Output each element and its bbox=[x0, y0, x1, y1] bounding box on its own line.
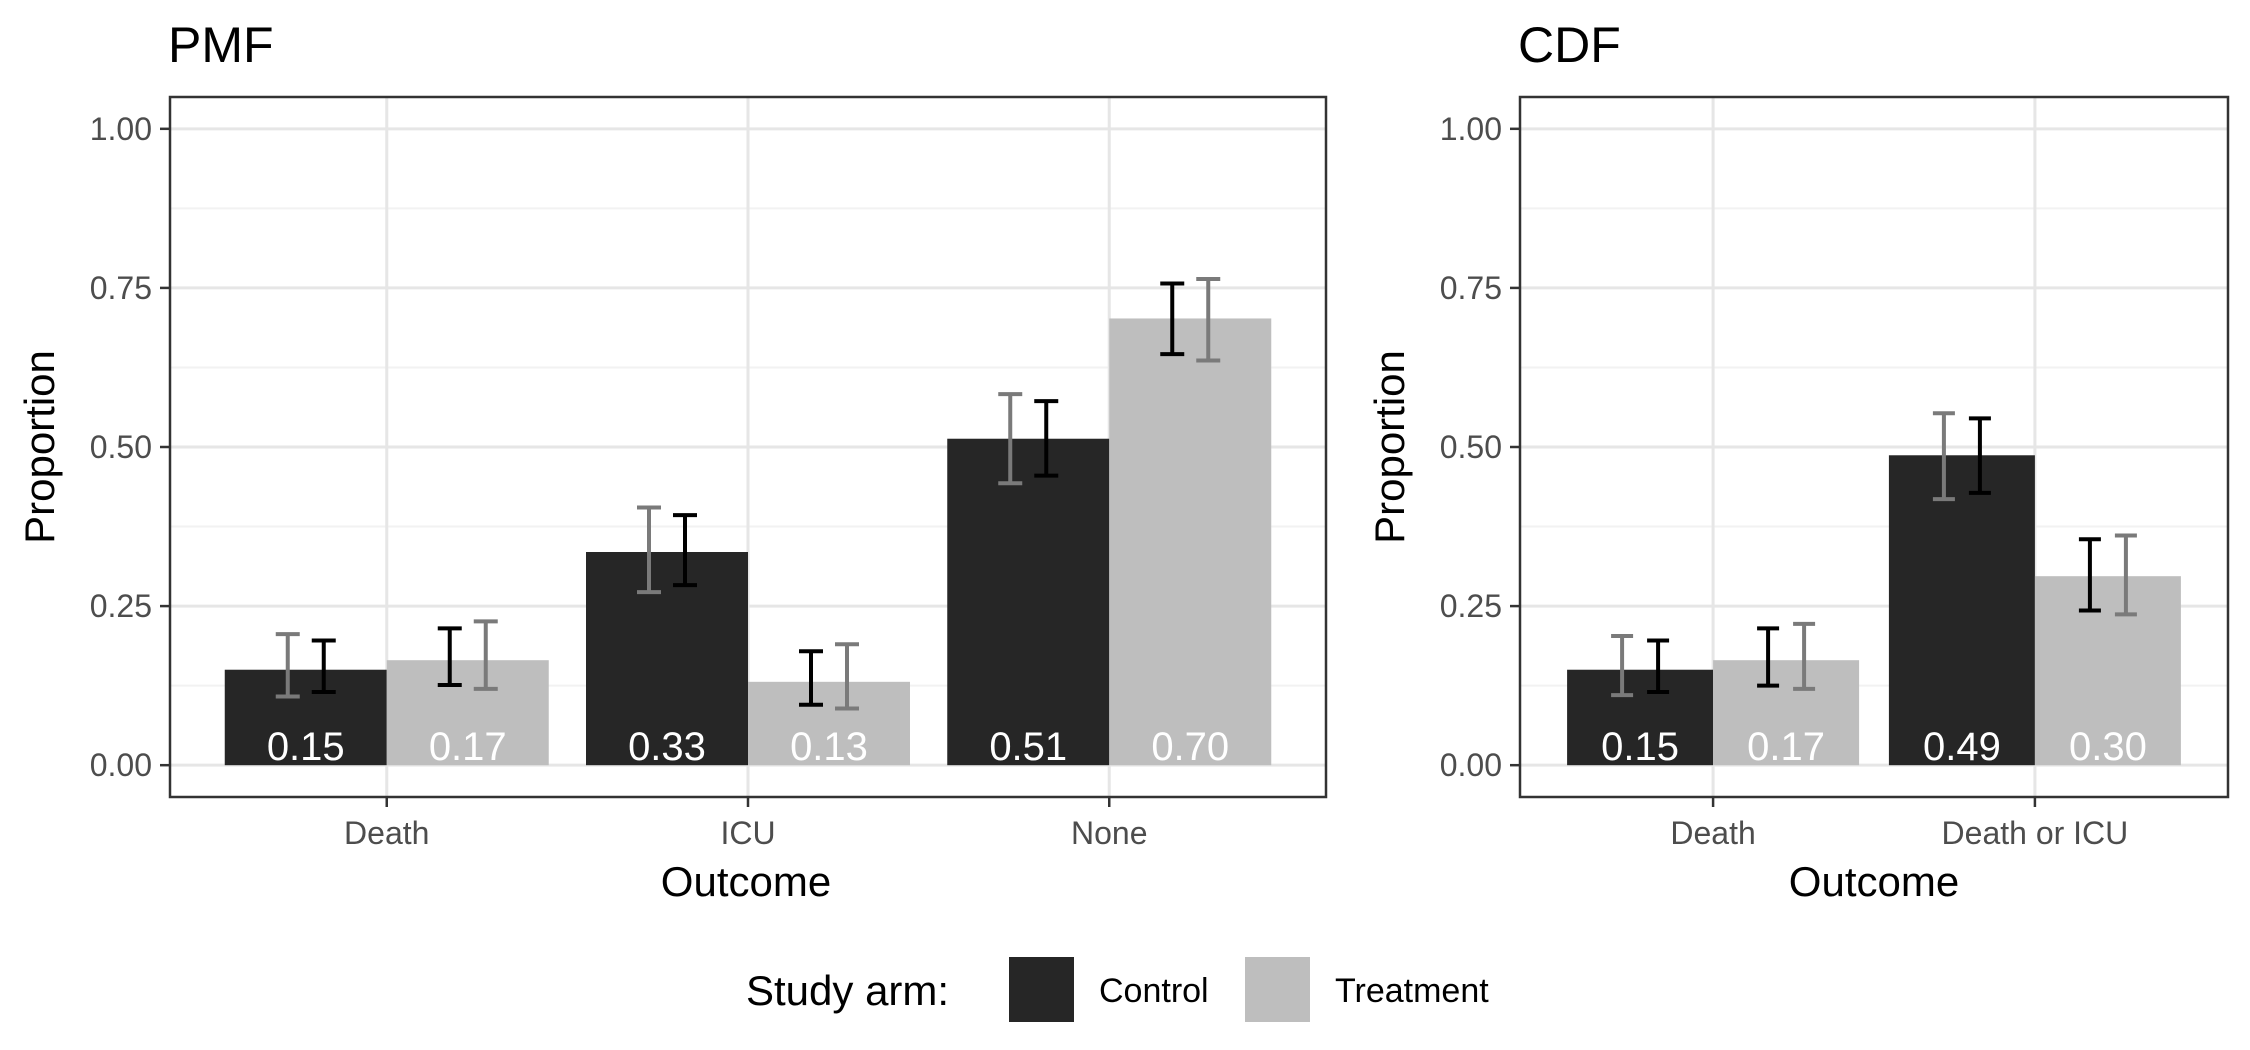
bar-control bbox=[947, 438, 1110, 766]
y-tick-label: 0.50 bbox=[1440, 429, 1502, 465]
bar-value-label: 0.15 bbox=[267, 725, 345, 769]
bar-treatment bbox=[2034, 576, 2181, 766]
x-tick-label: Death or ICU bbox=[1942, 815, 2129, 851]
bars-group bbox=[224, 318, 1272, 766]
panel-title: CDF bbox=[1518, 17, 1621, 73]
x-tick-label: Death bbox=[344, 815, 429, 851]
y-tick-label: 0.50 bbox=[90, 429, 152, 465]
bar-value-label: 0.13 bbox=[790, 725, 868, 769]
bar-control bbox=[586, 552, 748, 766]
legend-label-control: Control bbox=[1099, 972, 1209, 1010]
bar-treatment bbox=[1109, 318, 1272, 766]
bar-treatment bbox=[1713, 660, 1860, 766]
bar-labels-group: 0.15 0.49 0.17 0.30 bbox=[1601, 725, 2147, 769]
x-axis: Death ICU None bbox=[168, 95, 1328, 851]
y-tick-label: 0.75 bbox=[1440, 270, 1502, 306]
bar-value-label: 0.51 bbox=[989, 725, 1067, 769]
cdf-panel: CDF 0.15 0.49 0.17 0.30 0.00 0.25 0.50 0.75 1.0… bbox=[1366, 17, 2230, 905]
y-tick-label: 0.00 bbox=[1440, 747, 1502, 783]
y-tick-label: 0.00 bbox=[90, 747, 152, 783]
bar-value-label: 0.17 bbox=[429, 725, 507, 769]
y-tick-label: 0.25 bbox=[1440, 588, 1502, 624]
bar-value-label: 0.30 bbox=[2069, 725, 2147, 769]
bars-group bbox=[1567, 455, 2181, 766]
x-axis-title: Outcome bbox=[1789, 858, 1959, 905]
x-axis: Death Death or ICU bbox=[1518, 95, 2230, 851]
bar-value-label: 0.33 bbox=[628, 725, 706, 769]
y-tick-label: 0.25 bbox=[90, 588, 152, 624]
panel-border bbox=[1518, 95, 2230, 799]
y-tick-label: 1.00 bbox=[1440, 111, 1502, 147]
legend-title: Study arm: bbox=[746, 967, 949, 1014]
error-bars-group bbox=[275, 277, 1221, 711]
y-tick-label: 0.75 bbox=[90, 270, 152, 306]
bar-labels-group: 0.15 0.33 0.51 0.17 0.13 0.70 bbox=[267, 725, 1229, 769]
bar-value-label: 0.70 bbox=[1151, 725, 1229, 769]
x-tick-label: None bbox=[1071, 815, 1148, 851]
legend-swatch-treatment bbox=[1245, 957, 1310, 1022]
bar-treatment bbox=[386, 660, 549, 766]
error-bars-group bbox=[1611, 411, 2137, 698]
y-tick-label: 1.00 bbox=[90, 111, 152, 147]
pmf-panel: PMF 0.15 0.33 0.51 0.17 0.13 0.70 0.00 0.25 0.5… bbox=[16, 17, 1328, 905]
bar-value-label: 0.49 bbox=[1923, 725, 2001, 769]
bar-value-label: 0.15 bbox=[1601, 725, 1679, 769]
y-axis: 0.00 0.25 0.50 0.75 1.00 bbox=[90, 111, 170, 783]
bar-control bbox=[1888, 455, 2035, 766]
y-axis-title: Proportion bbox=[16, 350, 63, 544]
bar-value-label: 0.17 bbox=[1747, 725, 1825, 769]
legend: Study arm: Control Treatment bbox=[746, 957, 1489, 1022]
x-axis-title: Outcome bbox=[661, 858, 831, 905]
panel-title: PMF bbox=[168, 17, 274, 73]
bar-treatment bbox=[748, 681, 910, 766]
legend-swatch-control bbox=[1009, 957, 1074, 1022]
legend-label-treatment: Treatment bbox=[1335, 972, 1489, 1010]
x-tick-label: Death bbox=[1670, 815, 1755, 851]
y-axis: 0.00 0.25 0.50 0.75 1.00 bbox=[1440, 111, 1520, 783]
bar-control bbox=[1567, 669, 1714, 766]
y-axis-title: Proportion bbox=[1366, 350, 1413, 544]
x-tick-label: ICU bbox=[720, 815, 775, 851]
bar-control bbox=[224, 669, 387, 766]
panel-border bbox=[168, 95, 1328, 799]
